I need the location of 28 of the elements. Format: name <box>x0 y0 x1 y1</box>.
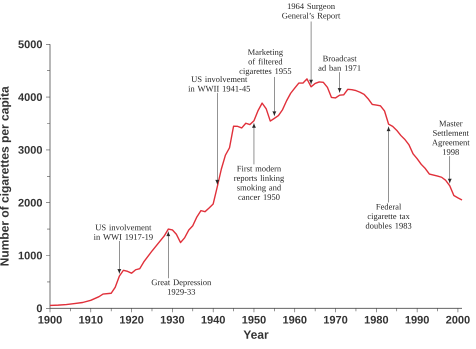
x-tick-label: 1940 <box>202 316 225 324</box>
annotation: US involvement in WWI 1917-19 <box>94 224 153 240</box>
annotation: First modern reports linking smoking and cancer 1950 <box>234 166 284 200</box>
y-tick-label: 0 <box>36 304 42 312</box>
x-tick-label: 2000 <box>446 316 470 324</box>
annotation: Broadcast ad ban 1971 <box>318 55 361 71</box>
annotation: Great Depression 1929-33 <box>152 279 212 295</box>
annotation: Master Settlement Agreement 1998 <box>432 120 470 155</box>
y-tick-label: 4000 <box>18 93 42 101</box>
x-tick-label: 1970 <box>324 316 348 324</box>
x-tick-label: 1910 <box>79 316 103 324</box>
x-tick-label: 1960 <box>283 316 307 324</box>
y-tick-label: 5000 <box>18 40 42 48</box>
annotation: US involvement in WWII 1941-45 <box>188 76 250 92</box>
x-tick-label: 1900 <box>38 316 62 324</box>
annotation: Marketing of filtered cigarettes 1955 <box>239 49 292 76</box>
y-axis-title: Number of cigarettes per capita <box>0 86 12 266</box>
x-tick-label: 1930 <box>160 316 184 324</box>
x-tick-label: 1920 <box>120 316 144 324</box>
x-tick-label: 1990 <box>406 316 429 324</box>
y-tick-label: 3000 <box>18 146 42 154</box>
x-axis-title: Year <box>244 330 268 339</box>
x-tick-label: 1980 <box>364 316 388 324</box>
y-tick-label: 1000 <box>18 252 42 260</box>
annotation: 1964 Surgeon General’s Report <box>282 3 340 20</box>
annotation: Federal cigarette tax doubles 1983 <box>366 204 412 229</box>
y-tick-label: 2000 <box>18 198 42 207</box>
x-tick-label: 1950 <box>242 316 266 324</box>
